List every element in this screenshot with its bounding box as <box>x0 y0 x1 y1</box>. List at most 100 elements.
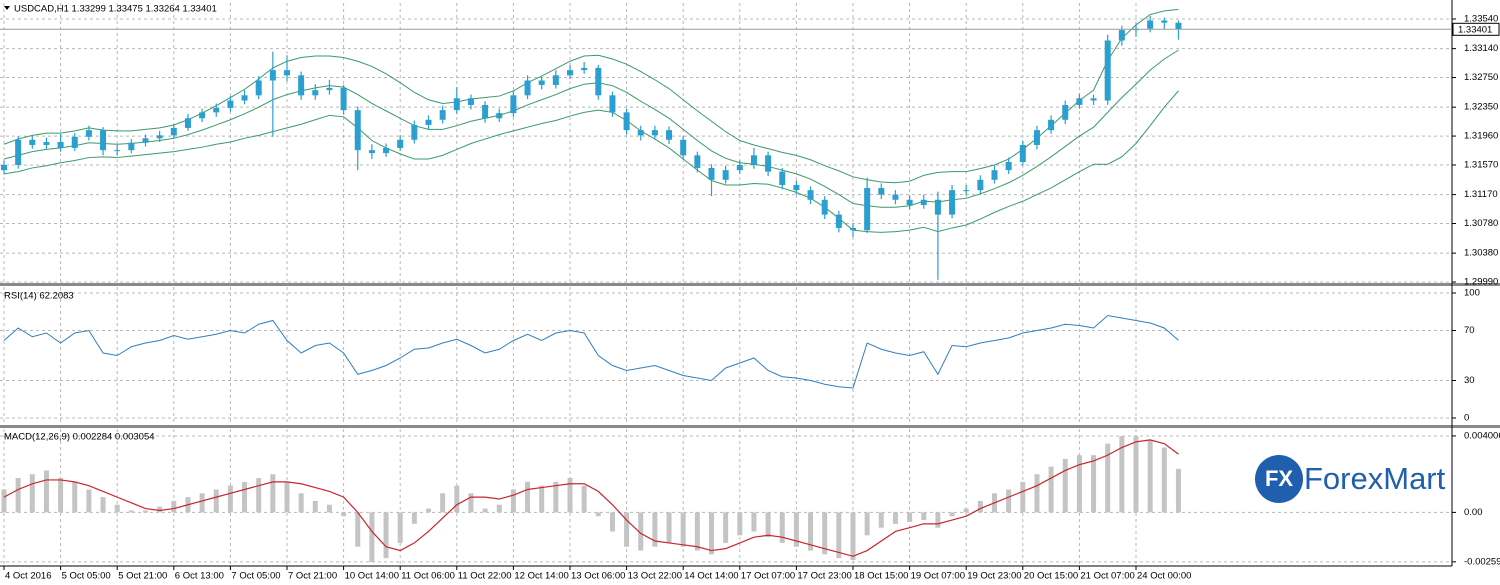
y-tick-label: 1.30380 <box>1464 248 1498 259</box>
macd-bar <box>581 485 587 513</box>
rsi-line <box>3 314 1179 389</box>
macd-bar <box>29 474 35 513</box>
candle-body <box>312 90 319 96</box>
x-tick-label: 4 Oct 2016 <box>5 571 51 582</box>
macd-bar <box>949 512 955 517</box>
macd-bar <box>510 489 516 513</box>
candle-body <box>170 127 177 136</box>
macd-bar <box>793 512 799 547</box>
x-tick-label: 13 Oct 06:00 <box>571 571 625 582</box>
candle-body <box>453 98 460 111</box>
candle-body <box>765 155 772 172</box>
candle-body <box>425 119 432 125</box>
macd-bar <box>256 478 262 513</box>
macd-bar <box>397 512 403 543</box>
chart-title: RSI(14) 62.2083 <box>4 291 74 302</box>
candle-body <box>1048 119 1055 131</box>
y-tick-label: 0.00 <box>1464 507 1483 518</box>
candle-body <box>949 190 956 215</box>
macd-bar <box>1048 466 1054 513</box>
macd-bar <box>143 510 148 513</box>
macd-bar <box>1175 468 1181 513</box>
macd-bar <box>751 512 757 532</box>
macd-bar <box>907 512 913 522</box>
candle-body <box>255 80 262 96</box>
y-tick-label: 1.30780 <box>1464 218 1498 229</box>
candle-body <box>199 112 206 119</box>
macd-bar <box>1161 447 1167 513</box>
x-tick-label: 18 Oct 15:00 <box>854 571 908 582</box>
candle-body <box>1005 162 1012 171</box>
y-tick-label: 1.33540 <box>1464 14 1498 25</box>
macd-bar <box>808 512 814 551</box>
macd-bar <box>680 512 686 547</box>
macd-bar <box>1076 455 1082 513</box>
x-tick-label: 17 Oct 07:00 <box>741 571 795 582</box>
candle-body <box>807 190 814 200</box>
macd-bar <box>1062 458 1068 513</box>
candle-body <box>29 139 36 145</box>
y-tick-label: 1.31170 <box>1464 189 1498 200</box>
macd-bar <box>553 481 559 513</box>
macd-bar <box>779 512 785 543</box>
y-tick-label: 1.29990 <box>1464 277 1498 288</box>
candle-body <box>991 170 998 180</box>
candle-body <box>680 139 687 156</box>
candle-body <box>100 130 107 151</box>
macd-bar <box>15 478 21 513</box>
y-tick-label: 30 <box>1464 375 1475 386</box>
macd-bar <box>1 489 7 513</box>
y-tick-label: 0.004006 <box>1464 430 1500 441</box>
chart-title: MACD(12,26,9) 0.002284 0.003054 <box>4 432 155 443</box>
price-tag-label: 1.33401 <box>1458 24 1492 35</box>
candle-body <box>595 67 602 96</box>
y-tick-label: 1.32350 <box>1464 102 1498 113</box>
macd-bar <box>157 506 163 513</box>
candle-body <box>227 100 234 108</box>
x-tick-label: 5 Oct 21:00 <box>118 571 167 582</box>
macd-bar <box>694 512 700 551</box>
x-tick-label: 19 Oct 23:00 <box>967 571 1021 582</box>
macd-bar <box>312 500 318 513</box>
candle-body <box>184 118 191 128</box>
macd-bar <box>383 512 389 559</box>
candle-body <box>57 141 64 148</box>
x-tick-label: 11 Oct 22:00 <box>458 571 512 582</box>
candle-body <box>892 194 899 200</box>
candle-body <box>1033 130 1040 145</box>
macd-bar <box>341 512 347 517</box>
candle-body <box>934 199 941 215</box>
candle-body <box>284 70 290 76</box>
macd-bar <box>765 512 771 538</box>
logo: FX ForexMart <box>1255 455 1446 503</box>
macd-bar <box>284 481 290 513</box>
panel-separator <box>0 283 1500 286</box>
candle-body <box>1147 20 1154 29</box>
y-tick-label: 1.31570 <box>1464 159 1498 170</box>
candle-body <box>1118 30 1125 41</box>
candle-body <box>383 147 390 154</box>
x-tick-label: 7 Oct 21:00 <box>288 571 337 582</box>
logo-text: ForexMart <box>1304 461 1446 496</box>
macd-bar <box>411 512 417 524</box>
macd-bar <box>666 512 672 543</box>
candle-body <box>835 214 842 228</box>
candle-body <box>793 184 800 191</box>
macd-bar <box>454 485 460 513</box>
macd-bar <box>1034 474 1040 513</box>
candle-body <box>623 112 630 131</box>
y-tick-label: -0.002591 <box>1464 556 1500 567</box>
candle-body <box>920 199 927 205</box>
candle-body <box>368 150 375 154</box>
candle-body <box>708 167 715 180</box>
macd-bar <box>595 512 601 517</box>
candle-body <box>71 136 78 148</box>
macd-bar <box>86 489 92 513</box>
candle-body <box>43 141 50 145</box>
candle-body <box>581 67 588 71</box>
candle-body <box>694 155 701 168</box>
candle-body <box>510 95 517 114</box>
macd-bar <box>355 512 361 547</box>
macd-bar <box>1133 436 1139 513</box>
y-tick-label: 0 <box>1464 413 1469 424</box>
